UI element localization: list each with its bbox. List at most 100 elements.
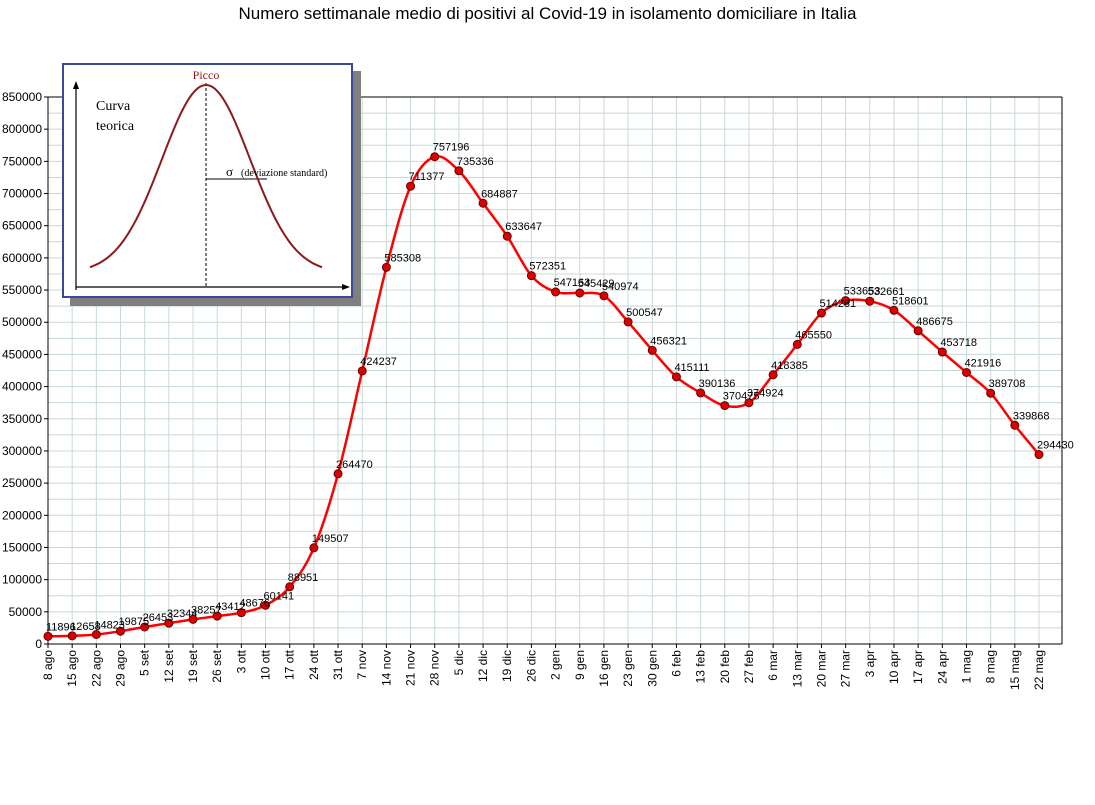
y-tick-label: 750000 (2, 154, 42, 168)
data-label: 585308 (384, 252, 421, 264)
x-tick-label: 5 set (138, 649, 152, 676)
data-point (164, 618, 174, 628)
data-label: 390136 (699, 378, 736, 390)
data-point (865, 296, 875, 306)
data-label: 633647 (505, 221, 542, 233)
x-tick-label: 8 mag (984, 650, 998, 683)
data-point (889, 305, 899, 315)
data-point (575, 288, 585, 298)
data-label: 514281 (819, 298, 856, 310)
data-point (696, 388, 706, 398)
y-tick-label: 50000 (9, 605, 43, 619)
x-tick-label: 13 feb (694, 650, 708, 684)
data-label: 14823 (94, 619, 125, 631)
data-label: 453718 (940, 337, 977, 349)
data-label: 339868 (1013, 410, 1050, 422)
data-point (671, 372, 681, 382)
data-point (333, 469, 343, 479)
x-tick-label: 28 nov (428, 650, 442, 686)
data-point (212, 611, 222, 621)
data-label: 389708 (989, 378, 1026, 390)
x-tick-label: 3 apr (863, 650, 877, 677)
data-point (526, 271, 536, 281)
y-tick-label: 350000 (2, 412, 42, 426)
data-label: 26453 (143, 612, 174, 624)
data-label: 456321 (650, 335, 687, 347)
data-point (261, 600, 271, 610)
y-tick-label: 0 (35, 637, 42, 651)
data-label: 532661 (868, 286, 905, 298)
data-label: 264470 (336, 459, 373, 471)
data-label: 418385 (771, 360, 808, 372)
x-tick-label: 9 gen (573, 650, 587, 680)
data-point (285, 582, 295, 592)
data-label: 60141 (264, 590, 295, 602)
data-label: 294430 (1037, 440, 1074, 452)
x-tick-label: 26 set (210, 649, 224, 682)
x-tick-label: 24 apr (935, 650, 949, 684)
x-tick-label: 10 apr (887, 650, 901, 684)
data-label: 465550 (795, 329, 832, 341)
y-tick-label: 850000 (2, 90, 42, 104)
data-label: 500547 (626, 307, 663, 319)
data-label: 12658 (70, 621, 101, 633)
x-tick-label: 20 mar (814, 650, 828, 687)
x-tick-label: 22 ago (89, 650, 103, 687)
data-label: 424237 (360, 356, 397, 368)
x-tick-label: 27 mar (839, 650, 853, 687)
x-tick-label: 13 mar (790, 650, 804, 687)
data-point (91, 629, 101, 639)
inset-gaussian-curve (89, 83, 323, 269)
y-tick-label: 450000 (2, 347, 42, 361)
data-point (647, 345, 657, 355)
inset-curve-label-2: teorica (96, 119, 135, 134)
data-label: 540974 (602, 281, 639, 293)
data-point (961, 367, 971, 377)
data-label: 19875 (119, 616, 150, 628)
data-point (792, 339, 802, 349)
data-label: 38257 (191, 604, 222, 616)
data-label: 11896 (46, 621, 76, 633)
data-point (816, 308, 826, 318)
x-tick-label: 29 ago (114, 650, 128, 687)
data-label: 374924 (747, 388, 784, 400)
data-label: 486675 (916, 316, 953, 328)
inset-x-arrow-icon (342, 284, 350, 290)
x-tick-label: 12 dic (476, 650, 490, 682)
data-label: 149507 (312, 533, 349, 545)
y-tick-label: 300000 (2, 444, 42, 458)
x-tick-label: 23 gen (621, 650, 635, 687)
data-point (236, 608, 246, 618)
data-label: 48676 (239, 598, 270, 610)
data-point (140, 622, 150, 632)
data-point (913, 326, 923, 336)
data-point (116, 626, 126, 636)
x-tick-label: 17 apr (911, 650, 925, 684)
x-tick-label: 12 set (162, 649, 176, 682)
data-point (551, 287, 561, 297)
data-label: 547163 (554, 277, 591, 289)
data-label: 415111 (674, 362, 709, 374)
data-point (478, 198, 488, 208)
y-tick-label: 650000 (2, 219, 42, 233)
data-label: 735336 (457, 156, 494, 168)
x-tick-label: 6 feb (669, 650, 683, 677)
y-tick-label: 250000 (2, 476, 42, 490)
x-tick-label: 2 gen (549, 650, 563, 680)
y-tick-label: 200000 (2, 508, 42, 522)
data-point (430, 152, 440, 162)
x-tick-label: 8 ago (41, 650, 55, 680)
data-label: 370475 (723, 391, 760, 403)
inset-peak-label: Picco (193, 68, 220, 82)
x-tick-label: 6 mar (766, 650, 780, 681)
data-label-layer: 1189612658148231987526453323443825743412… (46, 142, 1074, 634)
y-tick-label: 100000 (2, 573, 42, 587)
x-tick-label: 15 mag (1008, 650, 1022, 690)
data-point (768, 370, 778, 380)
inset-sigma-symbol: σ (226, 164, 233, 179)
x-tick-label: 27 feb (742, 650, 756, 684)
x-tick-label: 17 ott (283, 649, 297, 680)
inset-sigma-label: (deviazione standard) (241, 168, 327, 179)
axis-layer: 0 50000 100000 150000 200000 250000 300000 3500… (2, 90, 1063, 690)
